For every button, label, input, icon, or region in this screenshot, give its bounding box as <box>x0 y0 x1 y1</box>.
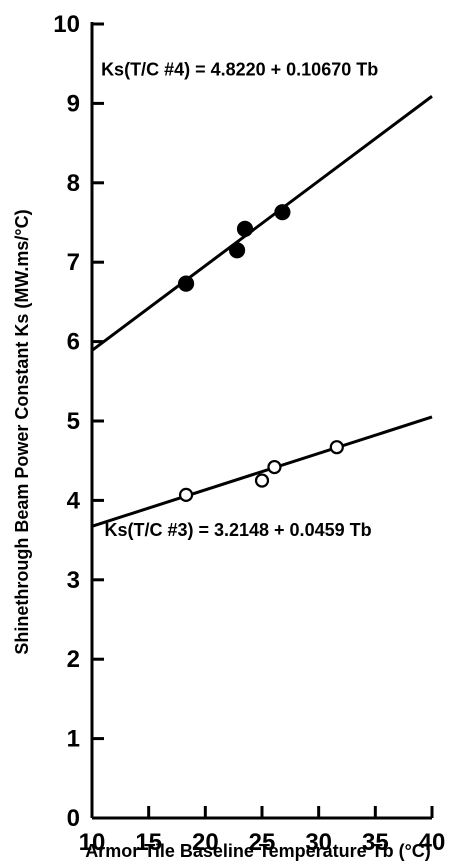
fit-lines <box>91 95 433 528</box>
data-point-filled <box>274 204 291 221</box>
y-tick-label: 9 <box>67 90 80 117</box>
x-tick-label: 10 <box>79 829 106 856</box>
y-tick-label: 2 <box>67 646 80 673</box>
y-tick-label: 8 <box>67 170 80 197</box>
fit-line <box>91 95 433 352</box>
data-points <box>177 204 344 502</box>
data-point-open <box>267 459 282 475</box>
x-tick-label: 30 <box>305 829 332 856</box>
x-tick-label: 35 <box>362 829 389 856</box>
y-tick-label: 0 <box>67 805 80 832</box>
x-tick-label: 40 <box>419 829 446 856</box>
y-tick-label: 10 <box>53 11 80 38</box>
data-point-filled <box>177 275 195 292</box>
data-point-open <box>329 440 344 455</box>
x-tick-label: 25 <box>249 829 276 856</box>
x-tick-label: 20 <box>192 829 219 856</box>
y-tick-label: 5 <box>67 408 80 435</box>
data-point-filled <box>236 220 254 237</box>
y-tick-label: 3 <box>67 567 80 594</box>
y-tick-label: 4 <box>67 487 81 514</box>
data-point-open <box>254 473 270 488</box>
fit-line <box>91 415 433 528</box>
data-point-open <box>178 487 194 502</box>
x-axis-title: Armor Tile Baseline Temperature Tb (°C) <box>85 841 431 861</box>
y-axis-title: Shinethrough Beam Power Constant Ks (MW.… <box>12 209 32 654</box>
ticks: 0 1 2 3 4 5 6 7 8 9 10 10 15 20 25 30 35 40 <box>53 11 445 856</box>
y-tick-label: 1 <box>67 726 80 753</box>
y-tick-label: 6 <box>67 329 80 356</box>
axes <box>90 22 432 820</box>
data-point-filled <box>228 242 246 259</box>
annotations: Ks(T/C #4) = 4.8220 + 0.10670 Tb Ks(T/C #… <box>101 60 378 541</box>
x-tick-label: 15 <box>135 829 162 856</box>
equation-label: Ks(T/C #3) = 3.2148 + 0.0459 Tb <box>104 520 371 540</box>
equation-label: Ks(T/C #4) = 4.8220 + 0.10670 Tb <box>101 60 378 80</box>
y-tick-label: 7 <box>67 249 80 276</box>
